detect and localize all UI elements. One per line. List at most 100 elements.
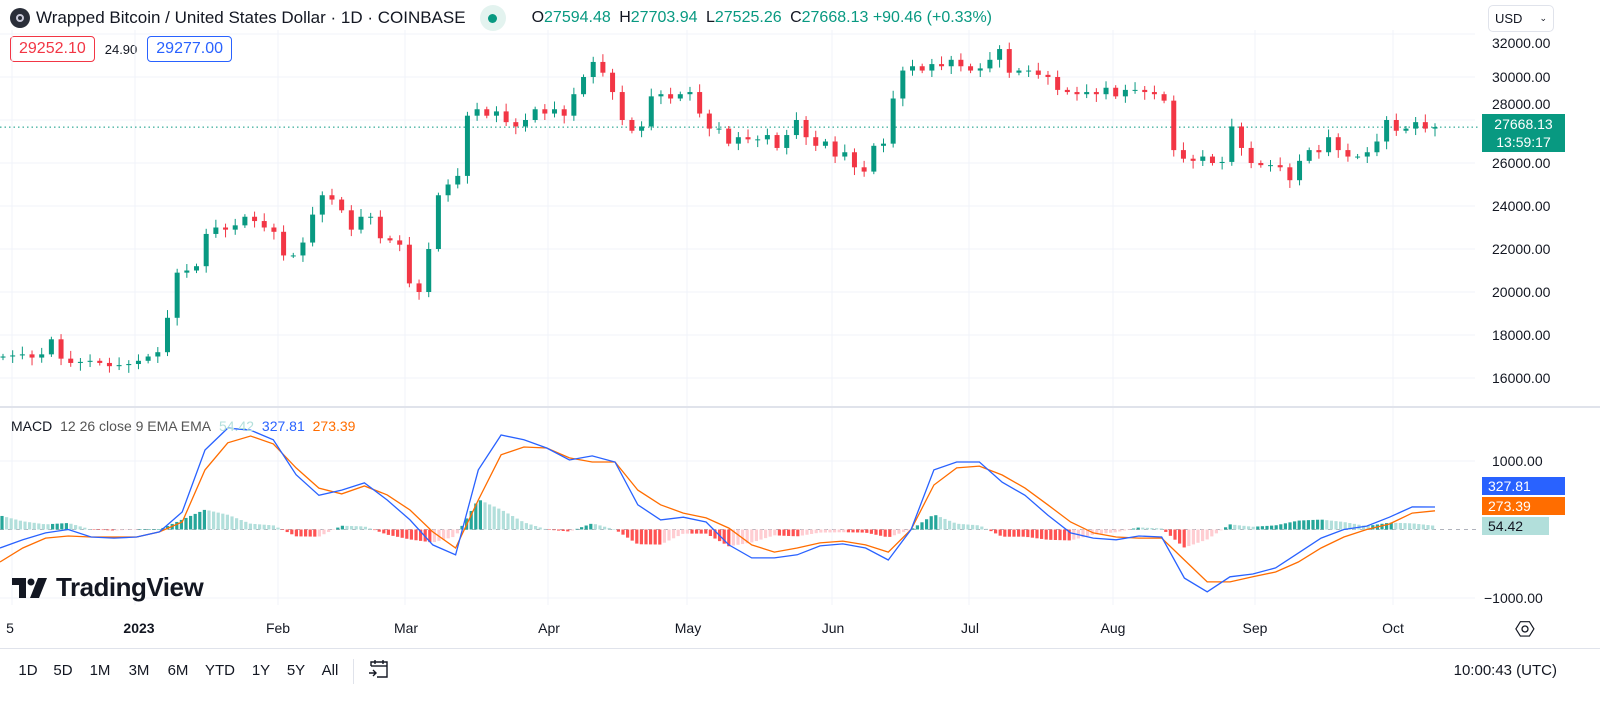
candle-body (561, 109, 567, 116)
macd-histogram-bar (690, 529, 694, 534)
candle-body (958, 59, 964, 67)
settings-hexagon-icon[interactable] (1515, 619, 1535, 644)
range-button-ytd[interactable]: YTD (205, 662, 235, 679)
range-button-1m[interactable]: 1M (89, 662, 111, 679)
range-button-5d[interactable]: 5D (53, 662, 73, 679)
macd-histogram-bar (46, 524, 50, 530)
range-button-3m[interactable]: 3M (128, 662, 150, 679)
macd-histogram-bar (133, 529, 137, 530)
macd-histogram-bar (644, 529, 648, 545)
macd-histogram-bar (1191, 529, 1195, 545)
candle-body (668, 94, 674, 99)
candle-body (10, 355, 16, 357)
macd-histogram-bar (745, 529, 749, 544)
macd-histogram-bar (561, 529, 565, 531)
candle-body (126, 364, 132, 366)
macd-histogram-bar (124, 529, 128, 530)
candle-body (348, 210, 354, 230)
candle-body (1171, 100, 1177, 151)
macd-histogram-bar (248, 523, 252, 530)
macd-histogram-bar (1012, 529, 1016, 537)
candle-body (164, 317, 170, 353)
candle-body (1248, 147, 1254, 163)
macd-histogram-bar (865, 529, 869, 533)
candle-body (1355, 156, 1361, 158)
macd-histogram-bar (290, 529, 294, 535)
candle-body (1074, 92, 1080, 95)
macd-histogram-bar (391, 529, 395, 536)
macd-histogram-bar (879, 529, 883, 536)
macd-histogram-bar (497, 508, 501, 530)
candle-body (368, 216, 374, 218)
candle-body (590, 61, 596, 77)
candle-body (155, 352, 161, 357)
macd-histogram-bar (253, 524, 257, 530)
macd-histogram-bar (1233, 524, 1237, 530)
macd-histogram-bar (1044, 529, 1048, 540)
chart-canvas[interactable] (0, 0, 1600, 646)
macd-histogram-bar (267, 525, 271, 530)
macd-histogram-bar (55, 523, 59, 530)
range-button-1y[interactable]: 1Y (251, 662, 271, 679)
sell-button[interactable]: 29252.10 (10, 36, 95, 62)
high-value: 27703.94 (630, 9, 698, 26)
macd-histogram-bar (759, 529, 763, 540)
candle-body (329, 195, 335, 200)
macd-histogram-bar (570, 529, 574, 531)
macd-histogram-bar (202, 509, 206, 530)
macd-histogram-bar (897, 529, 901, 534)
macd-histogram-bar (971, 524, 975, 530)
macd-histogram-bar (488, 504, 492, 530)
macd-histogram-bar (1067, 529, 1071, 541)
macd-histogram-bar (552, 529, 556, 531)
macd-histogram-bar (1178, 529, 1182, 544)
candle-body (1229, 126, 1235, 162)
macd-histogram-bar (1260, 526, 1264, 530)
currency-select[interactable]: USD ⌄ (1488, 5, 1554, 32)
candle-body (900, 70, 906, 99)
candle-body (610, 72, 616, 93)
macd-histogram-bar (299, 529, 303, 537)
tradingview-logo[interactable]: TradingView (12, 572, 204, 603)
candle-body (1113, 87, 1119, 97)
macd-histogram-bar (1256, 526, 1260, 530)
macd-histogram-bar (1201, 529, 1205, 542)
macd-histogram-bar (676, 529, 680, 537)
macd-signal-label: 273.39 (1482, 497, 1565, 515)
range-button-all[interactable]: All (321, 662, 339, 679)
market-status-icon[interactable] (479, 5, 506, 31)
macd-histogram-bar (1049, 529, 1053, 540)
macd-histogram-bar (543, 528, 547, 530)
candle-body (987, 59, 993, 69)
candle-body (77, 361, 83, 363)
range-button-5y[interactable]: 5Y (286, 662, 306, 679)
macd-histogram-bar (1159, 528, 1163, 530)
macd-histogram-bar (1182, 529, 1186, 548)
macd-histogram-bar (230, 516, 234, 530)
candle-body (300, 242, 306, 256)
candle-body (658, 94, 664, 97)
macd-histogram-bar (787, 529, 791, 536)
chevron-down-icon: ⌄ (1539, 13, 1547, 23)
go-to-date-calendar-icon[interactable] (367, 657, 391, 686)
macd-histogram-bar (1072, 529, 1076, 540)
macd-histogram-bar (1150, 528, 1154, 530)
macd-histogram-bar (989, 529, 993, 532)
candle-body (116, 365, 122, 367)
range-button-1d[interactable]: 1D (18, 662, 38, 679)
buy-button[interactable]: 29277.00 (147, 36, 233, 62)
macd-legend[interactable]: MACD 12 26 close 9 EMA EMA 54.42 327.81 … (11, 418, 359, 434)
macd-histogram-bar (1145, 527, 1149, 530)
candle-body (223, 227, 229, 230)
macd-histogram-bar (1224, 527, 1228, 530)
symbol-title[interactable]: Wrapped Bitcoin / United States Dollar ·… (36, 8, 466, 27)
time-tick: Jun (821, 620, 845, 636)
macd-histogram-bar (143, 529, 147, 530)
candle-body (1432, 127, 1438, 129)
range-button-6m[interactable]: 6M (167, 662, 189, 679)
clock-timezone[interactable]: 10:00:43 (UTC) (1453, 662, 1557, 679)
macd-histogram-bar (1132, 528, 1136, 530)
macd-histogram-bar (828, 529, 832, 533)
candle-body (948, 59, 954, 67)
macd-histogram-bar (1385, 523, 1389, 530)
